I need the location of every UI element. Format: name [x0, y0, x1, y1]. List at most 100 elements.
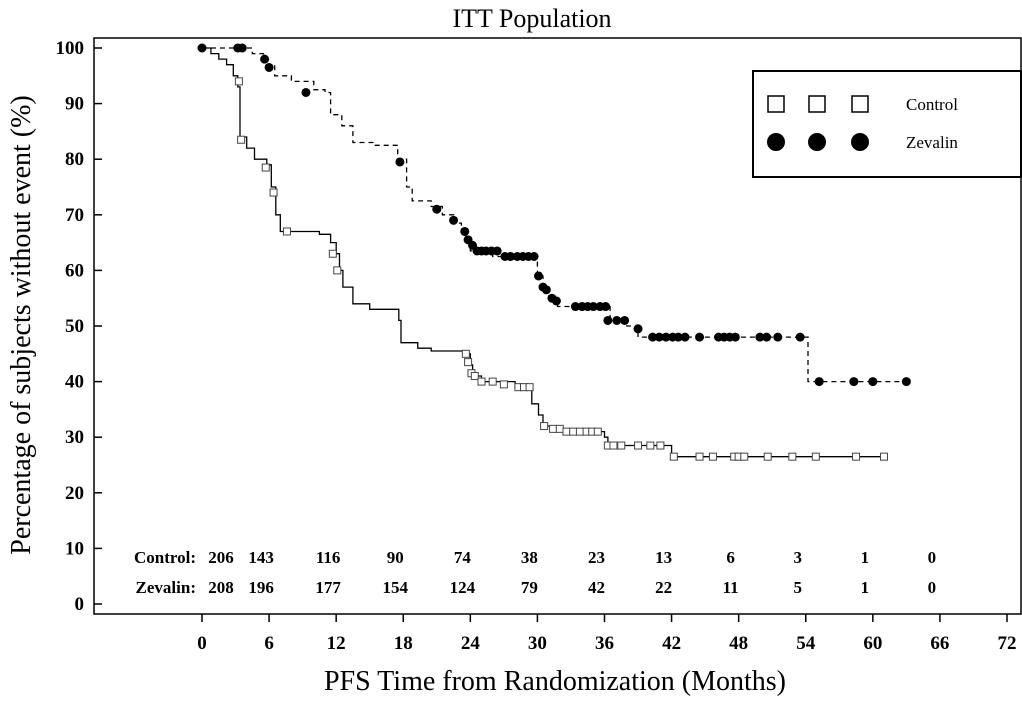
risk-value: 3 [794, 548, 803, 567]
y-tick-label: 10 [65, 538, 84, 559]
zevalin-censor-point [301, 87, 311, 97]
zevalin-censor-point [460, 226, 470, 236]
control-censor-point [261, 163, 270, 172]
control-censor-point [282, 227, 291, 236]
zevalin-censor-point [849, 377, 859, 387]
x-tick-label: 18 [394, 633, 413, 654]
control-censor-point [788, 452, 797, 461]
zevalin-censor-point [901, 377, 911, 387]
risk-value: 154 [383, 578, 409, 597]
risk-value: 79 [521, 578, 538, 597]
x-tick-label: 30 [528, 633, 547, 654]
y-tick-label: 0 [75, 594, 85, 615]
zevalin-censor-point [449, 215, 459, 225]
control-censor-point [540, 422, 549, 431]
risk-value: 11 [723, 578, 739, 597]
zevalin-censor-point [680, 332, 690, 342]
control-censor-point [328, 249, 337, 258]
control-censor-point [237, 135, 246, 144]
legend-marker-square [808, 95, 826, 113]
risk-value: 5 [794, 578, 803, 597]
y-tick-label: 80 [65, 149, 84, 170]
y-tick-label: 30 [65, 427, 84, 448]
risk-value: 1 [861, 548, 870, 567]
control-censor-point [880, 452, 889, 461]
x-tick-label: 6 [264, 633, 274, 654]
control-censor-point [549, 424, 558, 433]
x-tick-label: 42 [662, 633, 681, 654]
risk-row-label: Control: [134, 548, 196, 567]
risk-value: 177 [315, 578, 341, 597]
zevalin-censor-point [237, 43, 247, 53]
series-line-control [202, 47, 884, 458]
control-censor-point [562, 427, 571, 436]
control-censor-point [477, 377, 486, 386]
zevalin-censor-point [529, 252, 539, 261]
legend-label: Control [906, 95, 958, 114]
control-censor-point [470, 372, 479, 381]
y-tick-label: 40 [65, 372, 84, 393]
risk-value: 206 [208, 548, 234, 567]
zevalin-censor-point [795, 332, 805, 342]
x-tick-label: 54 [796, 633, 816, 654]
x-tick-label: 36 [595, 633, 614, 654]
control-censor-point [488, 377, 497, 386]
legend-box [752, 70, 1022, 178]
control-censor-point [499, 380, 508, 389]
y-tick-label: 50 [65, 316, 84, 337]
zevalin-censor-point [395, 157, 405, 167]
zevalin-censor-point [534, 271, 544, 281]
control-censor-point [740, 452, 749, 461]
risk-value: 38 [521, 548, 538, 567]
risk-value: 42 [588, 578, 605, 597]
y-tick-label: 60 [65, 260, 84, 281]
x-tick-label: 12 [327, 633, 346, 654]
series-line-zevalin [202, 47, 907, 383]
zevalin-censor-point [755, 332, 765, 342]
risk-value: 13 [655, 548, 672, 567]
zevalin-censor-point [673, 332, 683, 342]
zevalin-censor-point [773, 332, 783, 342]
risk-value: 1 [861, 578, 870, 597]
zevalin-censor-point [588, 302, 598, 312]
control-censor-point [461, 349, 470, 358]
legend-label: Zevalin [906, 133, 958, 152]
zevalin-censor-point [432, 204, 442, 214]
zevalin-censor-point [654, 332, 664, 342]
control-censor-point [593, 427, 602, 436]
zevalin-censor-point [601, 302, 611, 312]
control-censor-point [464, 358, 473, 367]
risk-value: 0 [928, 578, 937, 597]
control-censor-point [525, 383, 534, 392]
zevalin-censor-point [197, 43, 207, 53]
legend-marker-square [851, 95, 869, 113]
risk-row-label: Zevalin: [136, 578, 196, 597]
zevalin-censor-point [612, 315, 622, 325]
risk-value: 90 [387, 548, 404, 567]
risk-value: 0 [928, 548, 937, 567]
zevalin-censor-point [648, 332, 658, 342]
zevalin-censor-point [661, 332, 671, 342]
y-axis-label: Percentage of subjects without event (%) [6, 95, 37, 555]
control-censor-point [269, 188, 278, 197]
risk-value: 116 [316, 548, 341, 567]
risk-value: 74 [454, 548, 472, 567]
chart-title: ITT Population [452, 4, 611, 33]
legend-marker-circle [851, 133, 869, 151]
control-censor-point [569, 427, 578, 436]
risk-value: 208 [208, 578, 234, 597]
control-censor-point [656, 441, 665, 450]
control-censor-point [617, 441, 626, 450]
x-tick-label: 72 [998, 633, 1017, 654]
zevalin-censor-point [868, 377, 878, 387]
x-tick-label: 66 [930, 633, 949, 654]
legend-marker-circle [808, 133, 826, 151]
x-axis-label: PFS Time from Randomization (Months) [324, 666, 786, 697]
legend-marker-circle [767, 133, 785, 151]
y-tick-label: 20 [65, 483, 84, 504]
control-censor-point [646, 441, 655, 450]
x-tick-label: 0 [197, 633, 207, 654]
control-censor-point [555, 424, 564, 433]
